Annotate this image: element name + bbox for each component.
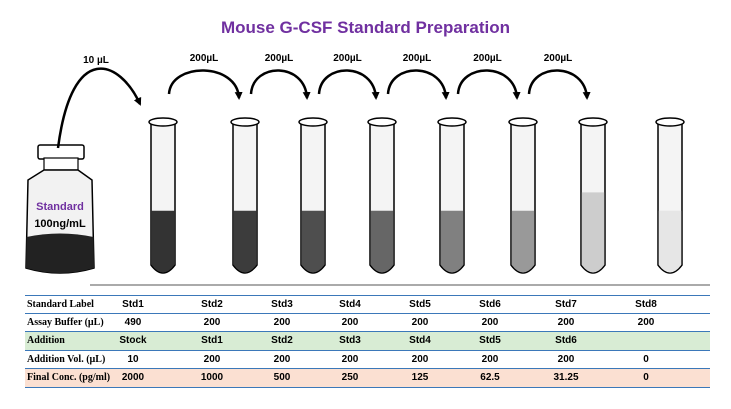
table-cell: 490 [124,316,142,328]
transfer-label: 200µL [333,53,362,64]
tube-rim [578,117,608,127]
tube-rim [230,117,260,127]
stock-bottle: Standard 100ng/mL [25,144,95,274]
tube-rim [367,117,397,127]
transfer-label: 200µL [403,53,432,64]
transfer-arrow-3: 200µL [317,53,380,100]
table-cell: Std2 [201,299,223,310]
bottle-neck [43,157,79,171]
serial-arrows-group: 200µL 200µL 200µL 200µL 200µL 200µL [167,53,591,100]
table-cell: 1000 [200,372,224,383]
transfer-arrow-1: 200µL [167,53,243,100]
row-label: Final Conc. (pg/ml) [27,372,111,383]
tube-rim [437,117,467,127]
table-cell: Std5 [479,335,501,346]
dilution-diagram: Standard 100ng/mL 10 µL 200µL 200µL 200µL 2… [25,53,710,286]
table-cell: 62.5 [480,372,500,383]
table-cell: Std2 [271,335,293,346]
row-label: Addition [27,335,65,346]
table-cell: 200 [481,316,499,328]
tube-rim [298,117,328,127]
transfer-arrow-6: 200µL [527,53,591,100]
table-row: Addition Stock Std1 Std2 Std3 Std4 Std5 Std6 [25,332,710,351]
tube-6 [508,117,538,274]
table-cell: 200 [637,316,655,328]
bottle-cap [37,144,85,160]
table-cell: Std3 [339,335,361,346]
table-cell: 200 [273,316,291,328]
tube-1 [148,117,178,274]
transfer-arrow-4: 200µL [386,53,450,100]
tube-liquid [440,210,464,273]
transfer-arrow-5: 200µL [456,53,521,100]
table-cell: 0 [643,353,649,365]
transfer-label-stock: 10 µL [83,55,109,66]
table-cell: 200 [341,316,359,328]
tube-4 [367,117,397,274]
tube-2 [230,117,260,274]
table-cell: 2000 [121,372,145,383]
table-cell: Std6 [479,299,501,310]
row-label: Addition Vol. (µL) [27,353,106,365]
table-cell: Stock [119,335,147,346]
row-label: Standard Label [27,299,94,310]
table-cell: 250 [341,372,359,383]
table-cell: 200 [481,353,499,365]
transfer-arrow-stock [56,67,142,149]
table-cell: Std5 [409,299,431,310]
stock-label: Standard [36,201,84,213]
table-row: Standard Label Std1 Std2 Std3 Std4 Std5 Std6 St… [25,295,710,314]
table-cell: Std4 [339,299,361,310]
transfer-label: 200µL [190,53,219,64]
table-cell: 200 [557,353,575,365]
tube-liquid [581,192,605,273]
transfer-label: 200µL [473,53,502,64]
tube-7 [578,117,608,274]
preparation-table: Standard Label Std1 Std2 Std3 Std4 Std5 Std6 St… [25,295,710,388]
table-cell: 200 [341,353,359,365]
table-cell: 0 [643,372,649,383]
table-cell: Std8 [635,299,657,310]
table-cell: Std7 [555,299,577,310]
transfer-label: 200µL [265,53,294,64]
table-cell: Std6 [555,335,577,346]
tube-liquid [658,210,682,273]
table-cell: 200 [203,316,221,328]
bottle-liquid [26,233,94,273]
tube-liquid [233,210,257,273]
tube-5 [437,117,467,274]
tube-rim [148,117,178,127]
tube-rim [508,117,538,127]
tubes-group [148,117,685,274]
tube-8 [655,117,685,274]
transfer-label: 200µL [544,53,573,64]
table-cell: 500 [273,372,291,383]
transfer-arrow-2: 200µL [249,53,311,100]
tube-liquid [151,210,175,273]
row-label: Assay Buffer (µL) [27,316,104,328]
table-row: Assay Buffer (µL) 490 200 200 200 200 200 200 20… [25,314,710,332]
tube-3 [298,117,328,274]
table-cell: Std4 [409,335,431,346]
table-cell: 200 [273,353,291,365]
tube-liquid [370,210,394,273]
table-cell: Std1 [201,335,223,346]
table-row: Final Conc. (pg/ml) 2000 1000 500 250 125 62.5… [25,369,710,388]
table-cell: Std3 [271,299,293,310]
table-cell: 200 [411,316,429,328]
tube-rim [655,117,685,127]
tube-liquid [301,210,325,273]
table-cell: Std1 [122,299,144,310]
table-cell: 200 [557,316,575,328]
table-cell: 200 [411,353,429,365]
tube-liquid [511,210,535,273]
diagram-title: Mouse G-CSF Standard Preparation [220,18,511,37]
table-cell: 200 [203,353,221,365]
table-cell: 125 [411,372,429,383]
stock-concentration: 100ng/mL [34,218,86,230]
table-row: Addition Vol. (µL) 10 200 200 200 200 200 200 0 [25,351,710,369]
table-cell: 31.25 [553,372,579,383]
table-cell: 10 [127,353,139,365]
